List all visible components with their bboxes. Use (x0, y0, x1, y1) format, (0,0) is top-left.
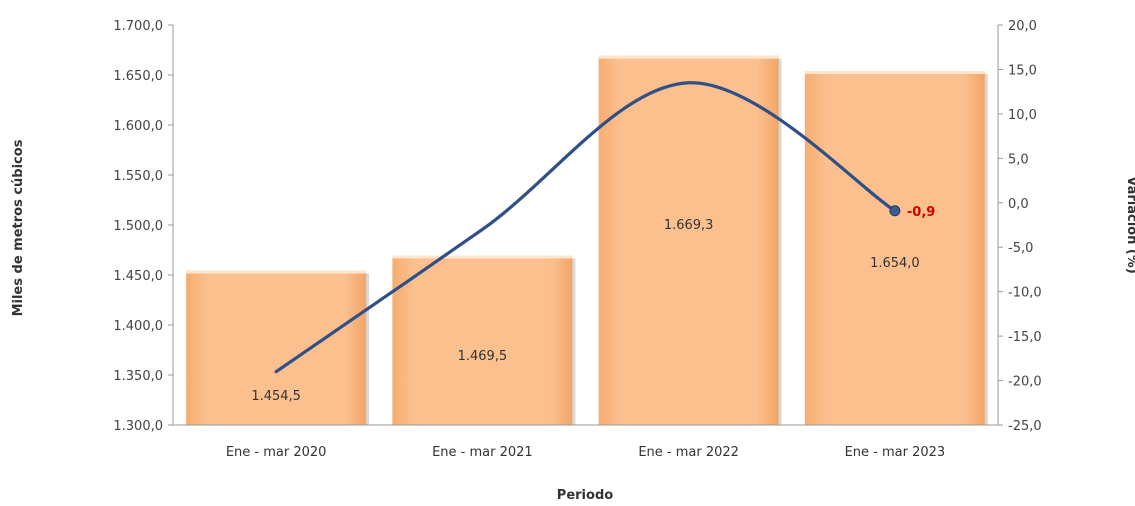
y2-tick-label: -5,0 (1008, 241, 1033, 256)
y2-axis-title: Variación (%) (1124, 176, 1135, 274)
line-layer (274, 81, 901, 374)
y-axis-title: Miles de metros cúbicos (11, 139, 26, 316)
y2-tick-label: 15,0 (1008, 63, 1037, 78)
y2-tick-label: 5,0 (1008, 152, 1029, 167)
variation-point-marker (889, 205, 901, 217)
bar (598, 55, 779, 425)
variation-line (274, 81, 897, 374)
y-tick-label: 1.300,0 (113, 419, 163, 434)
y2-tick-label: -15,0 (1008, 330, 1042, 345)
bar-data-label: 1.654,0 (870, 256, 920, 271)
bars-layer (186, 55, 988, 425)
y2-tick-label: -25,0 (1008, 419, 1042, 434)
y2-tick-label: 0,0 (1008, 197, 1029, 212)
bar (392, 255, 573, 425)
y-tick-label: 1.400,0 (113, 319, 163, 334)
y-tick-label: 1.650,0 (113, 69, 163, 84)
bar-data-label: 1.469,5 (458, 349, 508, 364)
y-tick-label: 1.700,0 (113, 19, 163, 34)
variation-data-label: -0,9 (907, 205, 935, 220)
labels-layer: 1.454,5 1.469,5 1.669,3 1.654,0 -0,9 (251, 205, 935, 404)
y-tick-label: 1.450,0 (113, 269, 163, 284)
y2-tick-label: 20,0 (1008, 19, 1037, 34)
y2-tick-label: 10,0 (1008, 108, 1037, 123)
y-tick-label: 1.350,0 (113, 369, 163, 384)
bar-top-highlight (186, 270, 367, 274)
ticks-layer: Ene - mar 2020 Ene - mar 2021 Ene - mar 20… (113, 19, 1041, 460)
bar-data-label: 1.669,3 (664, 218, 714, 233)
x-tick-label: Ene - mar 2020 (226, 445, 327, 460)
bar-top-highlight (392, 255, 573, 259)
y-tick-label: 1.600,0 (113, 119, 163, 134)
bar (804, 71, 985, 425)
y2-tick-label: -20,0 (1008, 375, 1042, 390)
x-tick-label: Ene - mar 2023 (845, 445, 946, 460)
bar-top-highlight (804, 71, 985, 74)
x-tick-label: Ene - mar 2021 (432, 445, 533, 460)
bar-top-highlight (598, 55, 779, 59)
y-tick-label: 1.500,0 (113, 219, 163, 234)
x-axis-title: Periodo (557, 488, 613, 503)
x-tick-label: Ene - mar 2022 (638, 445, 739, 460)
bar (186, 270, 367, 425)
y-tick-label: 1.550,0 (113, 169, 163, 184)
bar-data-label: 1.454,5 (251, 389, 301, 404)
y2-tick-label: -10,0 (1008, 286, 1042, 301)
